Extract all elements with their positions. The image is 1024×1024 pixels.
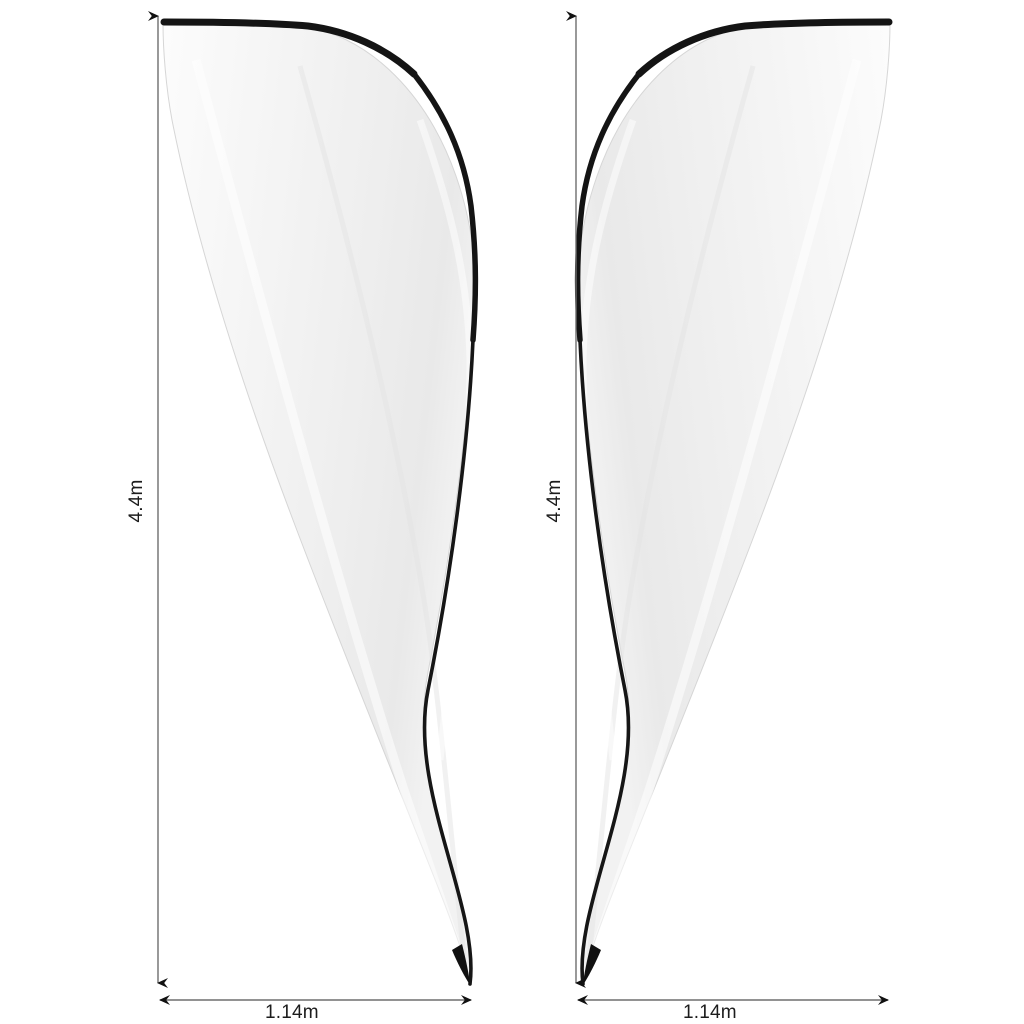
dimension-label-left-height: 4.4m xyxy=(126,479,147,523)
flag-right-fold-b xyxy=(584,65,756,977)
flag-left-fold-a xyxy=(191,58,471,978)
flag-left-fold-b xyxy=(297,65,469,977)
flag-right-trailing-edge xyxy=(578,338,631,986)
dimension-label-left-width: 1.14m xyxy=(265,1002,319,1023)
dimension-label-right-height: 4.4m xyxy=(544,479,565,523)
dimension-label-right-width: 1.14m xyxy=(683,1002,737,1023)
flag-left-top-hem xyxy=(160,18,418,78)
flag-right-top-hem xyxy=(635,18,893,78)
flag-right xyxy=(574,18,893,986)
flag-left-trailing-edge xyxy=(422,338,475,986)
flag-left-tip xyxy=(452,944,470,985)
flag-left xyxy=(160,18,479,986)
flag-right-tip xyxy=(583,944,601,985)
flag-left-curved-edge xyxy=(411,71,479,343)
flag-right-fold-a xyxy=(582,58,862,978)
